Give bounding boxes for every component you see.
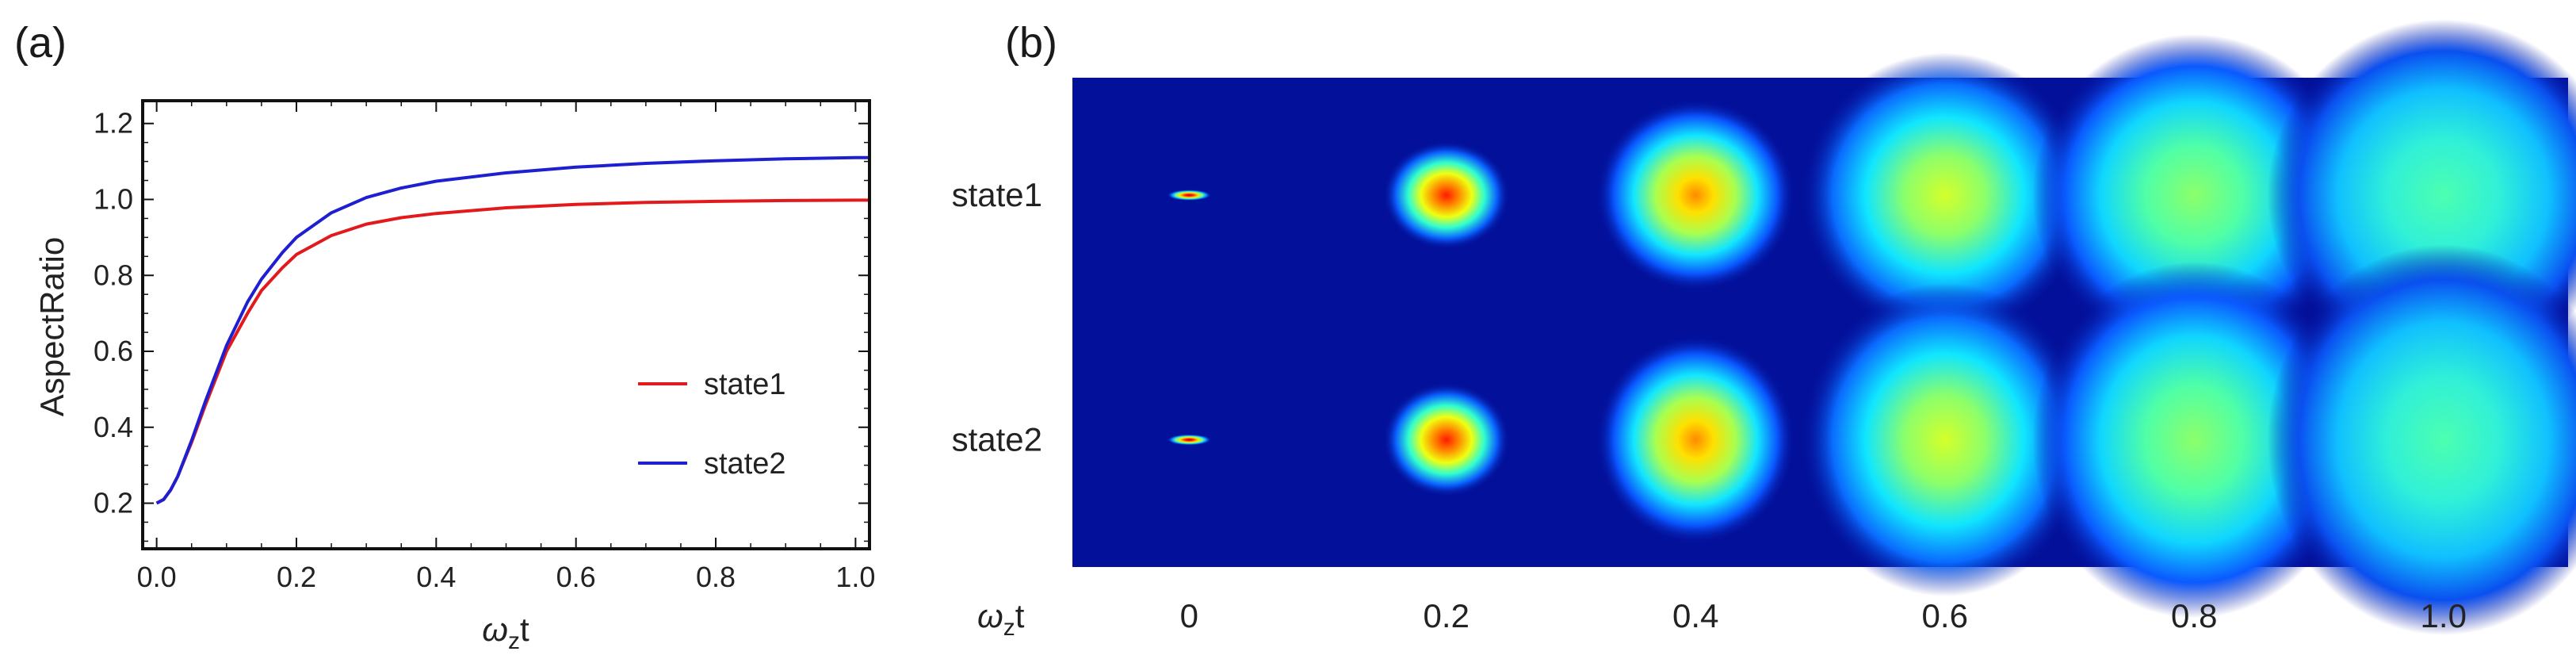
panel-a-label: (a)	[14, 19, 67, 67]
row-label-state1: state1	[952, 176, 1042, 213]
y-tick-label: 0.4	[94, 411, 133, 443]
density-blob-state1-t0.2	[1382, 140, 1510, 250]
column-label: 0.2	[1424, 597, 1470, 634]
density-blob-state2-t0.4	[1596, 335, 1796, 545]
x-tick-label: 0.8	[696, 561, 736, 593]
density-blob-state2-t1.0	[2267, 244, 2576, 635]
x-tick-label: 0.2	[277, 561, 316, 593]
x-axis-title: ωzt	[482, 611, 529, 654]
density-blob-state1-t0	[1167, 190, 1212, 201]
y-tick-label: 0.2	[94, 487, 133, 519]
density-blob-state1-t0.8	[2032, 34, 2356, 357]
density-blob-state1-t0.6	[1800, 52, 2089, 338]
density-blob-state2-t0.6	[1800, 283, 2089, 597]
density-blob-state2-t0.8	[2032, 261, 2356, 619]
axis-ticks	[143, 101, 869, 549]
density-blob-state2-t0.2	[1382, 382, 1510, 497]
y-tick-label: 0.8	[94, 259, 133, 291]
legend: state1 state2	[638, 368, 786, 481]
legend-label-state1: state1	[704, 368, 786, 401]
x-tick-label: 0.0	[137, 561, 177, 593]
column-label: 0.6	[1922, 597, 1968, 634]
data-lines	[155, 155, 868, 505]
column-labels: 0 0.2 0.4 0.6 0.8 1.0	[1180, 597, 2467, 634]
panel-b-x-axis-label: ωzt	[977, 597, 1025, 641]
plot-frame	[141, 99, 871, 550]
y-tick-label: 0.6	[94, 335, 133, 367]
x-tick-label: 0.4	[416, 561, 456, 593]
legend-label-state2: state2	[704, 447, 786, 481]
density-blob-state1-t0.4	[1596, 98, 1796, 292]
panel-a-chart: 0.0 0.2 0.4 0.6 0.8 1.0 0.2 0.4 0.6 0.8 1.0 1.2 sta…	[94, 99, 875, 593]
column-label: 0.4	[1672, 597, 1718, 634]
row-labels: state1 state2	[952, 176, 1042, 458]
heatmap-cells	[1167, 19, 2576, 635]
row-label-state2: state2	[952, 421, 1042, 458]
tick-labels: 0.0 0.2 0.4 0.6 0.8 1.0 0.2 0.4 0.6 0.8 1.0 1.2	[94, 107, 875, 593]
x-tick-label: 0.6	[556, 561, 596, 593]
panel-b-heatmap: state1 state2 0 0.2 0.4 0.6 0.8 1.0	[952, 19, 2576, 635]
column-label: 0	[1180, 597, 1198, 634]
density-blob-state2-t0	[1167, 434, 1212, 446]
series-line-state2	[155, 155, 868, 505]
column-label: 1.0	[2421, 597, 2467, 634]
y-tick-label: 1.2	[94, 107, 133, 140]
x-tick-label: 1.0	[835, 561, 875, 593]
column-label: 0.8	[2171, 597, 2217, 634]
panel-b-label: (b)	[1005, 19, 1057, 67]
y-tick-label: 1.0	[94, 182, 133, 215]
y-axis-title: AspectRatio	[33, 237, 71, 416]
